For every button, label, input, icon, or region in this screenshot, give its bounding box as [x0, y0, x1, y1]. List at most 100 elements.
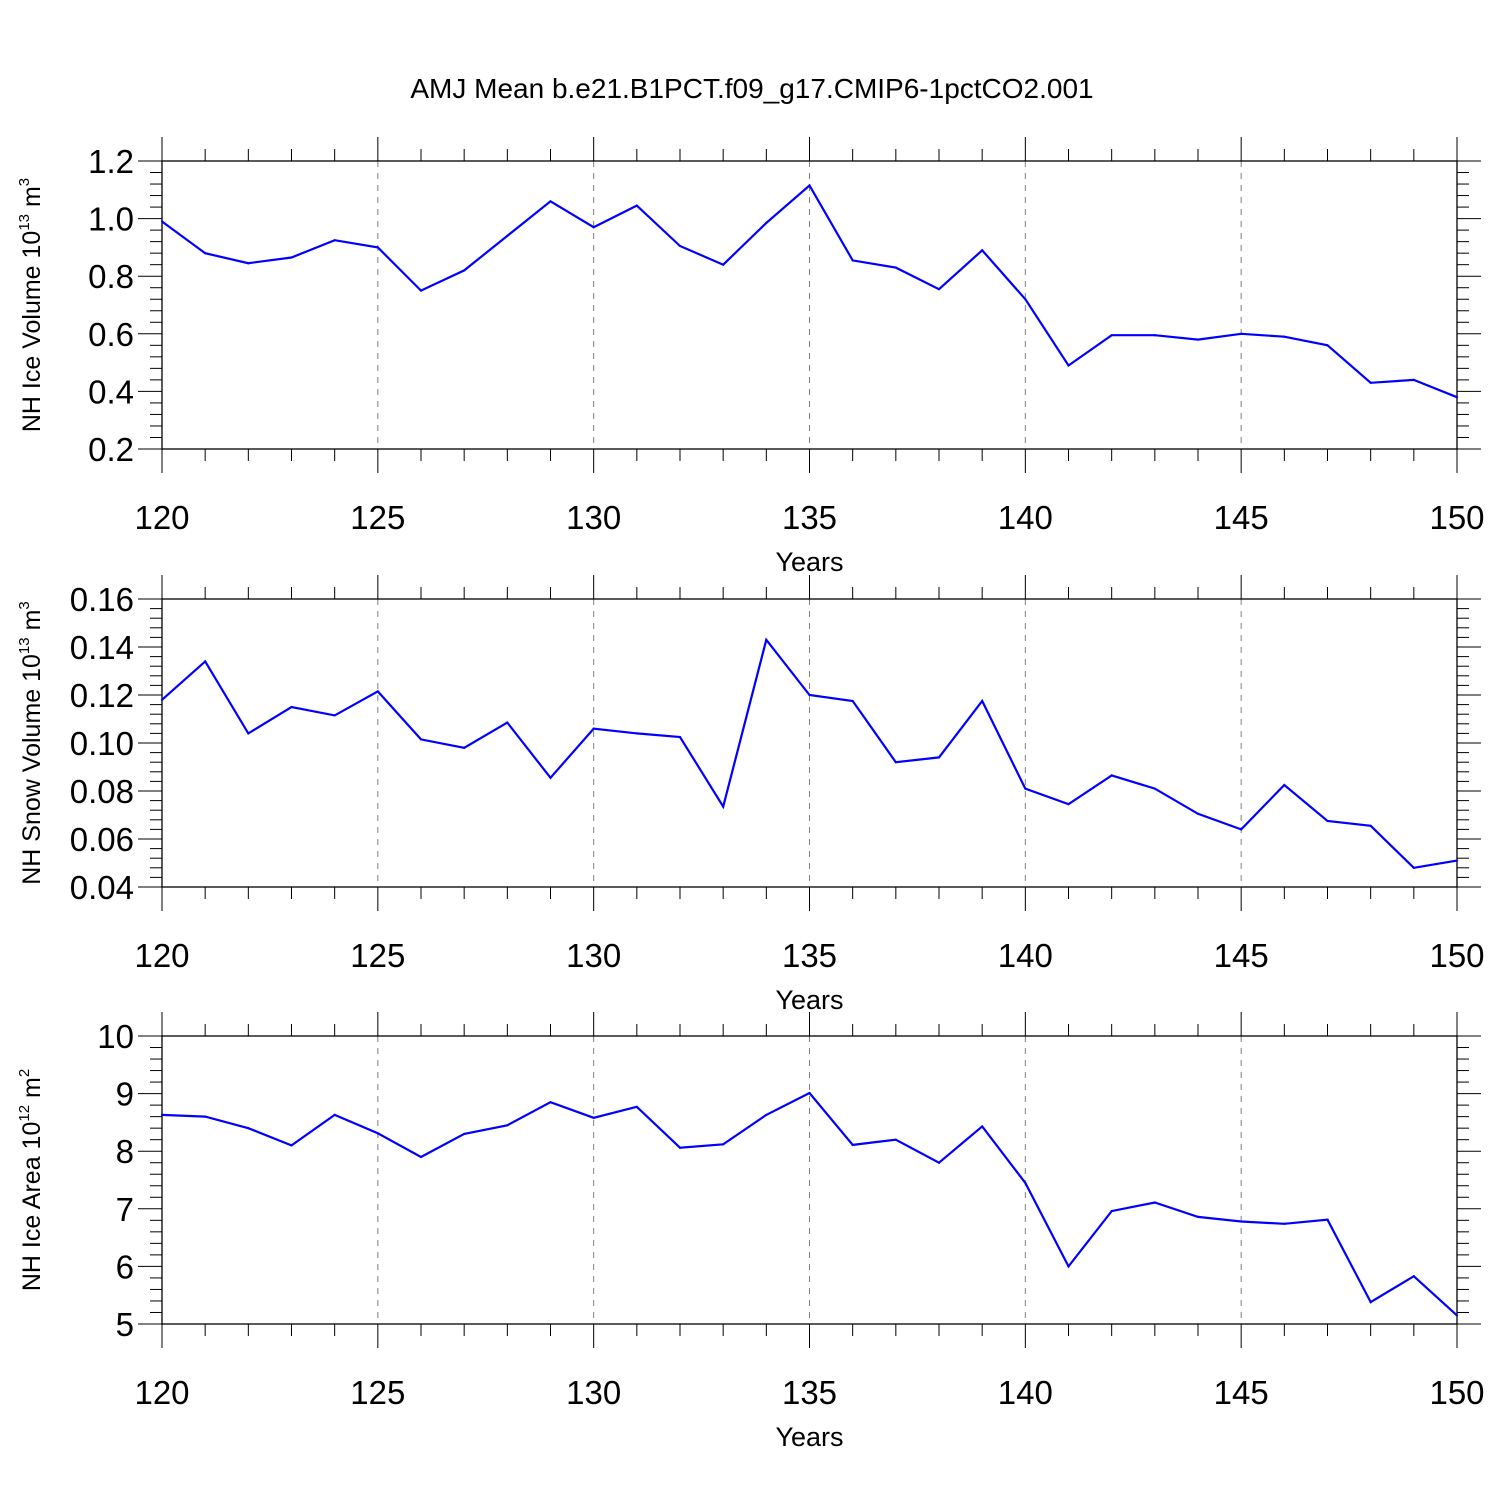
data-point	[894, 761, 897, 764]
data-point	[1326, 344, 1329, 347]
data-point	[1110, 1210, 1113, 1213]
data-point	[160, 220, 164, 223]
data-point	[678, 244, 682, 248]
y-tick-label: 1.2	[88, 143, 134, 180]
x-tick-label: 145	[1214, 937, 1269, 974]
data-point	[1153, 334, 1156, 337]
data-point	[592, 727, 595, 730]
y-tick-label: 0.08	[70, 773, 134, 810]
data-point	[635, 732, 638, 735]
x-axis-label: Years	[775, 985, 843, 1015]
data-point	[1024, 1181, 1027, 1184]
x-tick-label: 145	[1214, 1374, 1269, 1411]
data-point	[1412, 1275, 1415, 1278]
data-point	[722, 1143, 725, 1146]
x-tick-label: 150	[1429, 499, 1484, 536]
data-point	[1412, 378, 1415, 381]
x-tick-label: 150	[1429, 937, 1484, 974]
x-tick-label: 150	[1429, 1374, 1484, 1411]
data-point	[290, 1144, 293, 1147]
data-point	[376, 690, 379, 693]
data-point	[937, 288, 941, 291]
y-tick-label: 0.2	[88, 431, 134, 468]
data-point	[1412, 866, 1415, 869]
data-point	[463, 1132, 466, 1136]
x-tick-label: 135	[782, 937, 837, 974]
y-tick-label: 0.04	[70, 869, 134, 906]
x-tick-label: 125	[350, 499, 405, 536]
y-axis-label: NH Ice Volume 1013 m3	[16, 178, 46, 432]
data-point	[851, 699, 854, 703]
data-point	[851, 259, 854, 262]
panel-ice-area: 5 6 7 8 9 10 120 125 130 135 140 145 150 Years NH Ice …	[16, 1012, 1485, 1452]
data-point	[808, 184, 811, 187]
data-point	[204, 660, 207, 663]
data-point	[1067, 803, 1070, 806]
data-point	[1153, 787, 1156, 790]
data-point	[1240, 828, 1243, 831]
y-tick-label: 0.16	[70, 581, 134, 618]
data-point	[1455, 396, 1459, 399]
data-point	[808, 1091, 811, 1095]
data-point	[981, 249, 984, 252]
data-point	[1369, 1301, 1372, 1304]
data-point	[290, 705, 293, 709]
y-tick-label: 9	[116, 1076, 134, 1113]
x-tick-label: 140	[998, 499, 1053, 536]
data-point	[376, 246, 379, 249]
data-point	[1455, 1314, 1459, 1317]
data-point	[765, 221, 768, 225]
data-point	[419, 289, 423, 292]
data-point	[549, 776, 552, 779]
x-tick-label: 120	[134, 1374, 189, 1411]
data-point	[765, 638, 768, 641]
x-tick-label: 140	[998, 937, 1053, 974]
data-point	[592, 226, 595, 229]
data-point	[1326, 819, 1329, 823]
panel-snow-volume: 0.04 0.06 0.08 0.10 0.12 0.14 0.16 120 125 130 135…	[16, 575, 1485, 1015]
data-point	[1196, 338, 1200, 341]
x-tick-label: 135	[782, 499, 837, 536]
y-tick-label: 6	[116, 1248, 134, 1285]
data-point	[765, 1113, 768, 1117]
y-axis-label: NH Snow Volume 1013 m3	[16, 601, 46, 885]
x-tick-label: 135	[782, 1374, 837, 1411]
data-point	[1369, 381, 1372, 384]
data-point	[678, 1146, 682, 1149]
data-point	[463, 746, 466, 749]
data-point	[1110, 334, 1113, 337]
data-point	[1024, 298, 1027, 301]
data-point	[419, 1155, 423, 1159]
data-point	[1283, 335, 1286, 338]
data-point	[1067, 1265, 1070, 1268]
x-tick-label: 120	[134, 499, 189, 536]
data-point	[678, 735, 682, 739]
data-point	[1240, 1220, 1243, 1223]
y-tick-label: 8	[116, 1133, 134, 1170]
y-tick-label: 0.06	[70, 821, 134, 858]
data-point	[160, 1113, 164, 1117]
data-point	[204, 252, 207, 255]
data-point	[1196, 1215, 1200, 1218]
data-point	[1110, 774, 1113, 777]
data-point	[204, 1115, 207, 1118]
x-tick-label: 120	[134, 937, 189, 974]
x-tick-label: 130	[566, 499, 621, 536]
y-tick-label: 5	[116, 1306, 134, 1343]
data-point	[981, 1125, 984, 1128]
data-point	[1024, 787, 1027, 790]
y-tick-label: 0.4	[88, 373, 134, 410]
x-tick-label: 145	[1214, 499, 1269, 536]
data-point	[635, 1105, 638, 1108]
data-point	[894, 1138, 897, 1141]
x-tick-label: 140	[998, 1374, 1053, 1411]
data-point	[1326, 1218, 1329, 1221]
data-point	[937, 756, 941, 759]
data-point	[937, 1161, 941, 1164]
data-point	[1283, 1222, 1286, 1225]
data-point	[1369, 824, 1372, 827]
x-tick-label: 125	[350, 937, 405, 974]
y-tick-label: 0.12	[70, 677, 134, 714]
data-point	[722, 263, 725, 266]
